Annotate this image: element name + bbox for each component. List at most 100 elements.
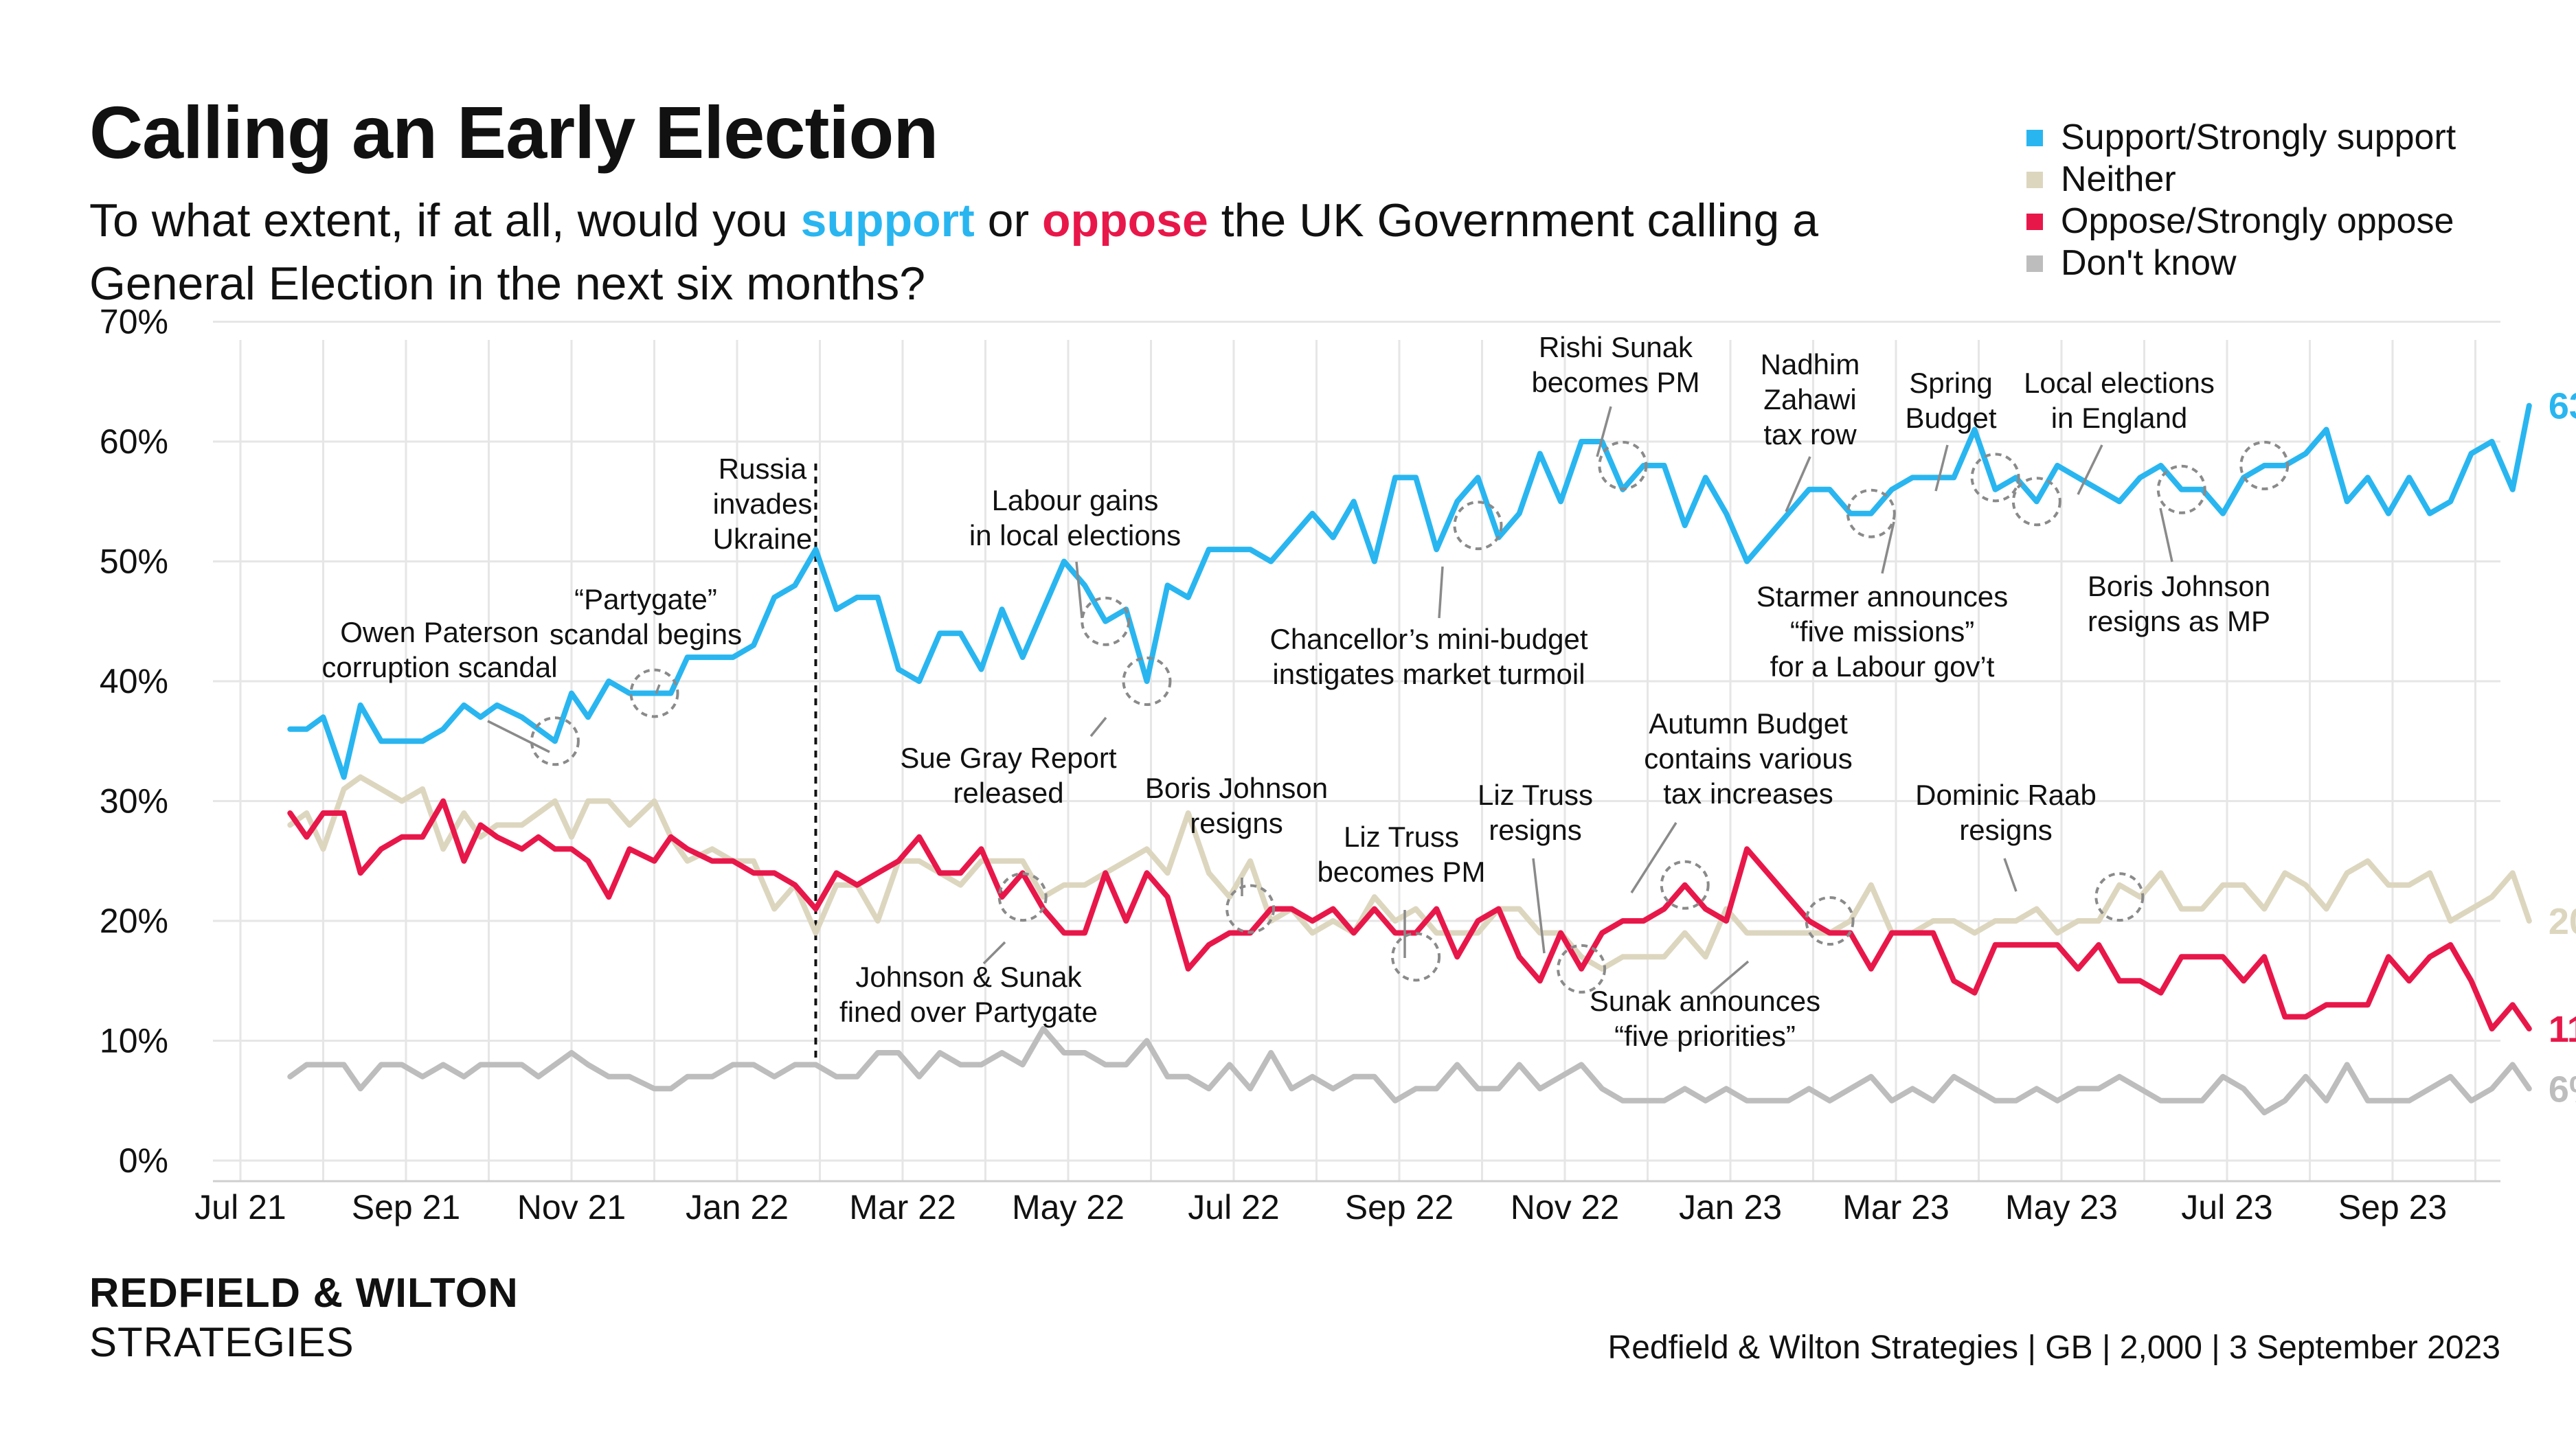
x-tick-label: Jul 21 bbox=[194, 1188, 286, 1226]
annotation-text: Boris Johnson resigns as MP bbox=[2088, 570, 2270, 637]
annotation-leader bbox=[1785, 456, 1811, 512]
annotation-line: resigns bbox=[1489, 814, 1581, 846]
brand-subname: STRATEGIES bbox=[89, 1319, 354, 1365]
y-tick-label: 70% bbox=[100, 303, 168, 341]
annotation-line: Zahawi bbox=[1763, 383, 1856, 415]
annotation-text: Local elections in England bbox=[2024, 367, 2215, 434]
brand-name: REDFIELD & WILTON bbox=[89, 1270, 519, 1316]
annotation-line: Spring bbox=[1909, 367, 1992, 399]
annotation-text: Johnson & Sunak fined over Partygate bbox=[839, 961, 1098, 1028]
x-tick-label: Jul 23 bbox=[2181, 1188, 2272, 1226]
legend-label-support: Support/Strongly support bbox=[2061, 117, 2456, 157]
annotation-line: “five missions” bbox=[1790, 615, 1974, 648]
annotation-line: Owen Paterson bbox=[340, 616, 539, 648]
annotation-line: corruption scandal bbox=[321, 651, 557, 683]
x-tick-label: May 23 bbox=[2005, 1188, 2118, 1226]
legend-item-neither: Neither bbox=[2026, 159, 2456, 201]
annotation-line: Liz Truss bbox=[1478, 779, 1593, 811]
legend-label-oppose: Oppose/Strongly oppose bbox=[2061, 201, 2454, 241]
annotation-text: Sue Gray Report released bbox=[900, 742, 1116, 809]
annotation-line: Dominic Raab bbox=[1915, 779, 2097, 811]
legend-swatch-oppose bbox=[2026, 213, 2043, 230]
legend-item-dont-know: Don't know bbox=[2026, 242, 2456, 284]
series-layer bbox=[287, 402, 2532, 1116]
annotation-circle bbox=[1391, 932, 1441, 982]
annotation-leader bbox=[1934, 444, 1949, 492]
annotation-circle bbox=[1453, 501, 1503, 551]
annotation-line: Budget bbox=[1905, 402, 1996, 434]
legend-swatch-neither bbox=[2026, 171, 2043, 188]
annotation-leader bbox=[1438, 566, 1444, 619]
annotation-line: Russia bbox=[719, 453, 807, 485]
legend-label-neither: Neither bbox=[2061, 159, 2176, 199]
annotation-circle bbox=[1081, 596, 1131, 646]
annotation-line: resigns bbox=[1959, 814, 2052, 846]
annotation-circle bbox=[1225, 884, 1276, 934]
annotation-leader bbox=[487, 720, 550, 753]
annotation-line: tax row bbox=[1763, 418, 1857, 450]
annotation-leader bbox=[2077, 444, 2103, 495]
annotation-text: Rishi Sunak becomes PM bbox=[1531, 331, 1699, 398]
annotation-layer: Owen Paterson corruption scandal“Partygat… bbox=[321, 331, 2290, 1052]
chart-title: Calling an Early Election bbox=[89, 91, 938, 174]
subtitle-mid: or bbox=[974, 194, 1042, 247]
x-tick-label: Jan 23 bbox=[1679, 1188, 1782, 1226]
grid-layer bbox=[213, 321, 2500, 1181]
annotation-leader bbox=[2003, 858, 2018, 892]
annotation-line: Boris Johnson bbox=[2088, 570, 2270, 602]
annotation-line: Johnson & Sunak bbox=[855, 961, 1082, 993]
annotation-line: resigns as MP bbox=[2088, 605, 2270, 637]
annotation-line: Nadhim bbox=[1761, 348, 1860, 380]
annotation-text: Dominic Raab resigns bbox=[1915, 779, 2097, 846]
y-tick-label: 60% bbox=[100, 422, 168, 461]
y-tick-label: 20% bbox=[100, 902, 168, 940]
annotation-circle bbox=[629, 668, 679, 718]
legend-swatch-dont-know bbox=[2026, 255, 2043, 272]
annotation-text: Chancellor’s mini-budget instigates marke… bbox=[1269, 623, 1588, 690]
x-tick-label: Jul 22 bbox=[1188, 1188, 1279, 1226]
legend: Support/Strongly support Neither Oppose/… bbox=[2026, 117, 2456, 284]
annotation-text: “Partygate” scandal begins bbox=[550, 583, 742, 650]
annotation-line: Labour gains bbox=[992, 484, 1159, 516]
annotation-leader bbox=[1075, 561, 1083, 619]
legend-item-oppose: Oppose/Strongly oppose bbox=[2026, 201, 2456, 242]
series-line-0 bbox=[287, 402, 2532, 780]
annotation-leader bbox=[1709, 960, 1750, 995]
annotation-line: for a Labour gov’t bbox=[1770, 650, 1995, 683]
subtitle-pre: To what extent, if at all, would you bbox=[89, 194, 801, 247]
annotation-text: Liz Truss resigns bbox=[1478, 779, 1593, 846]
legend-item-support: Support/Strongly support bbox=[2026, 117, 2456, 159]
annotation-text: Spring Budget bbox=[1905, 367, 1996, 434]
series-line-1 bbox=[287, 774, 2532, 972]
annotation-circle bbox=[1598, 440, 1648, 490]
series-line-3 bbox=[287, 1026, 2532, 1116]
series-end-label: 63% bbox=[2549, 386, 2576, 427]
annotation-line: becomes PM bbox=[1531, 366, 1699, 398]
annotation-circle bbox=[1660, 860, 1710, 910]
annotation-leader bbox=[982, 941, 1006, 965]
annotation-line: “Partygate” bbox=[574, 583, 717, 615]
y-tick-label: 30% bbox=[100, 782, 168, 821]
annotation-circle bbox=[1805, 896, 1855, 946]
annotation-leader bbox=[655, 684, 661, 694]
annotation-text: Sunak announces “five priorities” bbox=[1590, 985, 1820, 1052]
annotation-line: Liz Truss bbox=[1344, 821, 1459, 853]
annotation-leader bbox=[1532, 858, 1546, 954]
x-tick-label: Sep 21 bbox=[352, 1188, 460, 1226]
annotation-line: in local elections bbox=[969, 519, 1181, 551]
annotation-line: becomes PM bbox=[1317, 856, 1485, 888]
annotation-leader bbox=[1881, 521, 1895, 574]
annotation-line: resigns bbox=[1190, 807, 1283, 839]
annotation-line: fined over Partygate bbox=[839, 996, 1098, 1028]
legend-label-dont-know: Don't know bbox=[2061, 243, 2237, 283]
annotation-line: Sunak announces bbox=[1590, 985, 1820, 1017]
x-tick-label: Jan 22 bbox=[686, 1188, 789, 1226]
annotation-line: Local elections bbox=[2024, 367, 2215, 399]
x-tick-label: Mar 22 bbox=[849, 1188, 956, 1226]
x-tick-label: Nov 21 bbox=[517, 1188, 626, 1226]
annotation-text: Starmer announces “five missions” for a La… bbox=[1756, 580, 2009, 683]
annotation-circle bbox=[2094, 872, 2145, 922]
annotation-circle bbox=[2156, 464, 2206, 514]
legend-swatch-support bbox=[2026, 129, 2043, 146]
